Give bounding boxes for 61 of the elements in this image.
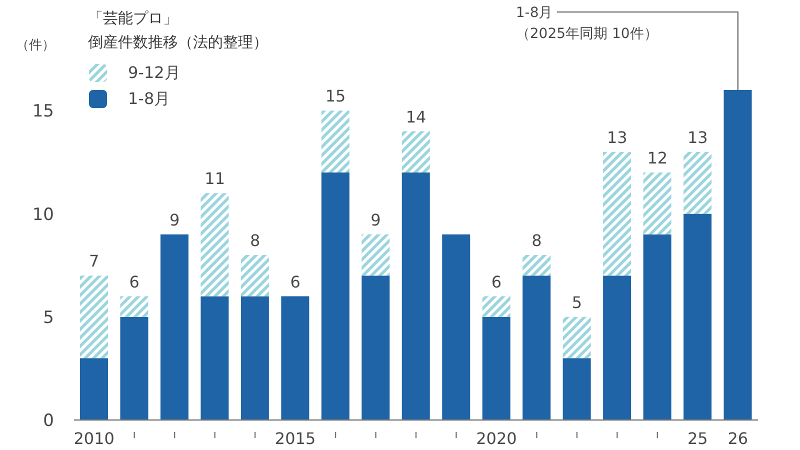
x-tick-label: 2020 (476, 429, 517, 448)
bar (562, 316, 591, 358)
bar (562, 358, 591, 420)
bar (321, 172, 350, 420)
y-tick-label: 5 (43, 308, 54, 328)
bar (603, 276, 632, 420)
total-label: 6 (290, 272, 300, 292)
chart-subtitle: 倒産件数推移（法的整理） (88, 33, 268, 51)
total-label: 6 (129, 272, 140, 292)
bar (684, 214, 712, 420)
total-label: 12 (647, 148, 668, 168)
total-label: 7 (89, 252, 100, 271)
y-tick-label: 10 (32, 204, 54, 225)
annotation: （2025年同期 10件） (516, 26, 658, 42)
bar (724, 90, 752, 420)
bar (240, 296, 269, 420)
bar (321, 110, 350, 172)
bar (402, 172, 430, 420)
total-label: 9 (169, 210, 180, 230)
total-label: 8 (532, 231, 542, 250)
bar (120, 316, 148, 420)
total-label: 5 (572, 292, 582, 312)
bar (482, 296, 510, 317)
bar (442, 234, 470, 420)
x-tick-label: 2015 (274, 429, 316, 448)
x-tick-label: 26 (728, 429, 748, 448)
bar (80, 276, 108, 358)
bar (240, 255, 269, 296)
bar (522, 255, 551, 276)
bar (482, 316, 510, 420)
bar (522, 276, 551, 420)
total-label: 11 (204, 169, 226, 188)
annotation: 1-8月 (516, 5, 553, 21)
bar (120, 296, 148, 317)
legend-label: 1-8月 (128, 88, 170, 108)
legend-label: 9-12月 (128, 62, 180, 82)
total-label: 13 (687, 128, 708, 147)
bar (402, 131, 430, 172)
bar (603, 152, 632, 276)
total-label: 15 (325, 86, 346, 106)
bar (160, 234, 188, 420)
chart-title: 「芸能プロ」 (88, 9, 178, 27)
bar (281, 296, 310, 420)
total-label: 13 (606, 128, 628, 147)
total-label: 6 (491, 272, 502, 292)
bar (80, 358, 108, 420)
bar (643, 234, 672, 420)
bar (684, 152, 712, 214)
bar (200, 296, 229, 420)
bar (200, 193, 229, 296)
x-tick-label: 25 (687, 429, 708, 448)
x-tick-label: 2010 (74, 429, 114, 448)
y-tick-label: 0 (43, 411, 54, 432)
y-tick-label: 15 (32, 102, 54, 122)
bar (362, 234, 390, 276)
bar (362, 276, 390, 420)
total-label: 9 (370, 210, 381, 230)
total-label: 8 (250, 231, 260, 250)
total-label: 14 (406, 107, 426, 126)
y-axis-title: （件） (16, 38, 55, 53)
bar (643, 172, 672, 234)
